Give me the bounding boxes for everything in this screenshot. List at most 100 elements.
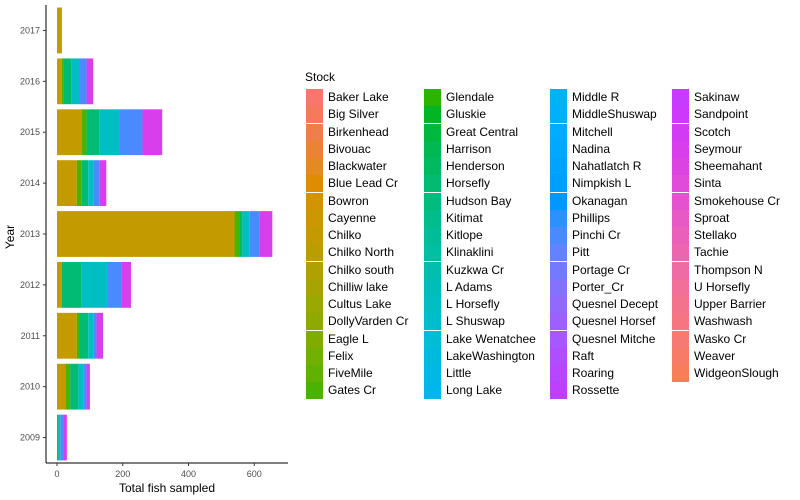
legend-item: Lake Wenatchee xyxy=(424,330,536,348)
legend-swatch xyxy=(672,347,689,365)
legend-swatch xyxy=(550,261,567,279)
legend-swatch xyxy=(672,278,689,296)
legend-swatch xyxy=(672,106,689,124)
bar-segment xyxy=(119,109,143,156)
legend-item: Klinaklini xyxy=(424,244,494,262)
legend-swatch xyxy=(550,175,567,193)
legend-label: L Horsefly xyxy=(446,297,500,311)
legend-item: Rossette xyxy=(550,382,619,400)
bar-segment xyxy=(63,58,72,105)
legend-item: Cultus Lake xyxy=(306,296,391,313)
legend-swatch xyxy=(424,192,441,210)
legend-swatch xyxy=(672,244,689,262)
legend-swatch xyxy=(424,158,441,175)
legend-swatch xyxy=(424,140,441,158)
legend-item: Sheemahant xyxy=(672,158,762,175)
legend-label: Big Silver xyxy=(328,107,379,122)
legend-label: Quesnel Horsef xyxy=(572,314,656,329)
legend-item: Bowron xyxy=(306,192,369,210)
x-tick-label: 600 xyxy=(247,469,262,479)
legend-swatch xyxy=(306,227,323,244)
legend-item: FiveMile xyxy=(306,365,373,382)
legend-label: Okanagan xyxy=(572,193,628,208)
bar-segment xyxy=(259,211,273,257)
legend-swatch xyxy=(306,382,323,400)
legend-label: Kitimat xyxy=(446,210,483,225)
legend-swatch xyxy=(550,382,567,400)
legend-swatch xyxy=(550,192,567,210)
legend-item: Porter_Cr xyxy=(550,278,624,296)
legend-item: Pinchi Cr xyxy=(550,227,621,244)
bar-segment xyxy=(61,58,64,105)
bar-segment xyxy=(57,414,59,461)
legend-swatch xyxy=(672,175,689,193)
legend-swatch xyxy=(306,158,323,175)
bar-segment xyxy=(93,312,97,359)
legend-swatch xyxy=(550,313,567,331)
legend-label: LakeWashington xyxy=(446,348,535,363)
bar-segment xyxy=(57,109,82,156)
legend-item: Quesnel Decept xyxy=(550,296,658,313)
legend-item: Nimpkish L xyxy=(550,175,631,193)
legend-label: Sandpoint xyxy=(694,107,749,122)
legend-label: Klinaklini xyxy=(446,245,494,260)
legend-swatch xyxy=(306,192,323,210)
legend-swatch xyxy=(550,106,567,124)
legend-swatch xyxy=(550,140,567,158)
y-tick-label: 2012 xyxy=(20,280,40,290)
legend-item: Baker Lake xyxy=(306,89,389,106)
legend-swatch xyxy=(550,365,567,382)
legend-item: Hudson Bay xyxy=(424,192,511,210)
legend-label: Kitlope xyxy=(446,228,483,242)
legend: Baker Lake Big Silver Birkenhead Bivouac Bla… xyxy=(306,89,800,409)
y-tick-label: 2009 xyxy=(20,433,40,443)
legend-label: Felix xyxy=(328,348,354,363)
legend-item: U Horsefly xyxy=(672,278,751,296)
legend-label: Quesnel Decept xyxy=(572,297,659,311)
legend-label: L Shuswap xyxy=(446,314,505,329)
legend-swatch xyxy=(672,227,689,244)
legend-item: Felix xyxy=(306,347,354,365)
legend-label: Chilko North xyxy=(328,245,395,260)
y-tick-label: 2014 xyxy=(20,178,40,188)
legend-item: L Adams xyxy=(424,278,493,296)
legend-swatch xyxy=(424,278,441,296)
legend-label: Portage Cr xyxy=(572,262,631,277)
legend-item: Glendale xyxy=(424,89,494,106)
legend-item: Cayenne xyxy=(306,209,376,227)
legend-label: Great Central xyxy=(446,124,519,139)
legend-label: Tachie xyxy=(694,245,729,260)
legend-label: Baker Lake xyxy=(328,90,389,104)
legend-swatch xyxy=(306,209,323,227)
legend-label: Cultus Lake xyxy=(328,297,392,311)
legend-item: Kitimat xyxy=(424,209,483,227)
legend-item: Thompson N xyxy=(672,261,763,279)
legend-swatch xyxy=(424,313,441,331)
legend-item: Long Lake xyxy=(424,382,502,400)
legend-swatch xyxy=(672,296,689,313)
bar-segment xyxy=(57,160,77,207)
legend-item: Chilko xyxy=(306,227,361,244)
legend-swatch xyxy=(306,330,323,348)
legend-item: Quesnel Horsef xyxy=(550,313,656,331)
legend-label: DollyVarden Cr xyxy=(328,314,409,329)
legend-swatch xyxy=(306,175,323,193)
legend-label: Little xyxy=(446,366,472,380)
bar-segment xyxy=(76,312,81,359)
legend-label: L Adams xyxy=(446,279,493,294)
bar-segment xyxy=(60,414,64,461)
legend-swatch xyxy=(424,347,441,365)
bar-segment xyxy=(107,261,122,308)
legend-label: Weaver xyxy=(694,348,736,363)
legend-swatch xyxy=(306,313,323,331)
legend-item: Stellako xyxy=(672,227,737,244)
legend-item: Eagle L xyxy=(306,330,369,348)
bar-segment xyxy=(81,261,108,308)
y-tick-label: 2016 xyxy=(20,76,40,86)
legend-label: Chilko south xyxy=(328,262,395,277)
y-tick-label: 2015 xyxy=(20,127,40,137)
legend-label: Thompson N xyxy=(694,262,763,277)
axes-layer: 0200400600800200920102011201220132014201… xyxy=(20,5,288,479)
legend-item: Raft xyxy=(550,347,594,365)
legend-label: U Horsefly xyxy=(694,279,751,294)
